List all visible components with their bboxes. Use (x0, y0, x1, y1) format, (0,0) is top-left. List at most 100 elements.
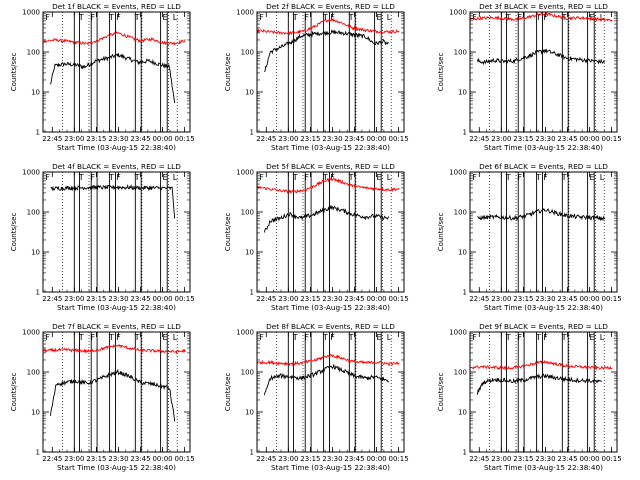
marker-letter: T (505, 13, 511, 22)
plot-frame (469, 171, 618, 293)
x-tick-label: 00:00 (366, 455, 386, 463)
marker-letter: F (304, 173, 309, 182)
x-tick-label: 23:15 (86, 135, 106, 143)
chart-title: Det 8f BLACK = Events, RED = LLD (266, 322, 395, 331)
x-axis-label: Start Time (03-Aug-15 22:38:40) (57, 143, 176, 152)
marker-letter: E (163, 333, 168, 342)
y-tick-label: 1000 (236, 169, 254, 177)
y-tick-label: 10 (245, 409, 254, 417)
marker-letter: T (78, 333, 84, 342)
events-series-line (476, 373, 603, 395)
x-axis-label: Start Time (03-Aug-15 22:38:40) (271, 143, 390, 152)
marker-letter: T (322, 13, 328, 22)
marker-letter: E (377, 333, 382, 342)
marker-letter: E (163, 173, 168, 182)
x-tick-label: 22:45 (256, 135, 276, 143)
x-tick-label: 23:30 (322, 455, 342, 463)
x-tick-label: 23:45 (130, 455, 150, 463)
marker-letter: E (163, 13, 168, 22)
lld-series-line (470, 12, 613, 23)
marker-letter: F (330, 173, 335, 182)
x-tick-label: 23:30 (108, 295, 128, 303)
x-tick-label: 23:45 (344, 295, 364, 303)
y-tick-label: 100 (27, 49, 40, 57)
x-tick-label: 23:30 (108, 455, 128, 463)
marker-letter: F (517, 173, 522, 182)
y-tick-label: 1000 (236, 329, 254, 337)
chart-title: Det 5f BLACK = Events, RED = LLD (266, 162, 395, 171)
x-tick-label: 00:00 (152, 455, 172, 463)
y-tick-label: 1 (36, 449, 40, 457)
x-tick-label: 22:45 (42, 135, 62, 143)
marker-letter: F (543, 13, 548, 22)
x-tick-label: 23:15 (513, 455, 533, 463)
plot-frame (256, 331, 405, 453)
events-series-line (263, 204, 390, 233)
x-tick-label: 22:45 (256, 295, 276, 303)
chart-title: Det 6f BLACK = Events, RED = LLD (479, 162, 608, 171)
marker-letter: E (377, 13, 382, 22)
x-tick-label: 00:15 (175, 295, 195, 303)
y-axis-label: Counts/sec (224, 213, 232, 252)
x-axis-label: Start Time (03-Aug-15 22:38:40) (57, 463, 176, 472)
x-tick-label: 23:00 (491, 455, 511, 463)
x-tick-label: 00:00 (152, 295, 172, 303)
x-tick-label: 23:15 (86, 455, 106, 463)
y-axis-label: Counts/sec (10, 373, 18, 412)
y-tick-label: 100 (454, 209, 467, 217)
x-tick-label: 23:45 (557, 135, 577, 143)
plot-frame (42, 171, 191, 293)
marker-letter: F (116, 173, 121, 182)
marker-letter: T (535, 173, 541, 182)
x-tick-label: 00:00 (579, 135, 599, 143)
marker-letter: L (600, 173, 605, 182)
x-tick-label: 23:15 (300, 295, 320, 303)
y-tick-label: 1000 (449, 329, 467, 337)
x-tick-label: 23:00 (491, 135, 511, 143)
y-tick-label: 1 (36, 129, 40, 137)
chart-title: Det 2f BLACK = Events, RED = LLD (266, 2, 395, 11)
y-tick-label: 1 (463, 289, 467, 297)
x-tick-label: 23:45 (557, 295, 577, 303)
x-tick-label: 23:15 (86, 295, 106, 303)
x-axis-label: Start Time (03-Aug-15 22:38:40) (271, 463, 390, 472)
plot-frame (42, 11, 191, 133)
x-tick-label: 23:00 (64, 455, 84, 463)
y-axis-label: Counts/sec (437, 53, 445, 92)
x-tick-label: 00:15 (602, 135, 622, 143)
marker-letter: F (517, 333, 522, 342)
plot-frame (256, 11, 405, 133)
x-axis-label: Start Time (03-Aug-15 22:38:40) (271, 303, 390, 312)
x-tick-label: 00:00 (579, 455, 599, 463)
x-tick-label: 23:30 (322, 135, 342, 143)
marker-letter: T (535, 333, 541, 342)
y-tick-label: 1000 (22, 169, 40, 177)
y-tick-label: 10 (458, 409, 467, 417)
marker-letter: F (116, 333, 121, 342)
marker-letter: T (505, 173, 511, 182)
marker-letter: L (173, 13, 178, 22)
x-tick-label: 00:15 (602, 295, 622, 303)
y-tick-label: 1000 (449, 169, 467, 177)
marker-letter: L (600, 333, 605, 342)
x-tick-label: 23:45 (344, 455, 364, 463)
marker-letter: T (292, 333, 298, 342)
marker-letter: T (561, 13, 567, 22)
x-tick-label: 23:15 (513, 135, 533, 143)
events-series-line (264, 28, 389, 73)
marker-letter: F (259, 13, 264, 22)
events-series-line (49, 53, 176, 104)
x-tick-label: 23:00 (278, 295, 298, 303)
marker-letter: T (134, 173, 140, 182)
events-series-line (49, 368, 176, 422)
y-tick-label: 10 (458, 89, 467, 97)
x-tick-label: 00:15 (389, 135, 409, 143)
x-tick-label: 23:30 (535, 455, 555, 463)
x-tick-label: 22:45 (469, 295, 489, 303)
x-axis-label: Start Time (03-Aug-15 22:38:40) (484, 143, 603, 152)
y-tick-label: 1 (463, 449, 467, 457)
events-series-line (263, 363, 390, 396)
marker-letter: E (590, 13, 595, 22)
